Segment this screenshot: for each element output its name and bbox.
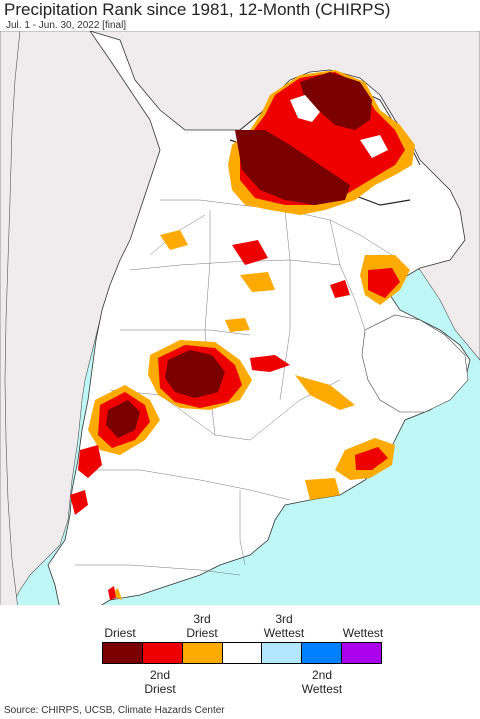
uruguay [361, 314, 469, 413]
legend-color-bar [102, 642, 382, 664]
swatch-2nd-wettest [302, 643, 343, 663]
swatch-driest [103, 643, 143, 663]
drought-west [70, 385, 160, 515]
legend-label-2nd-wettest: 2nd Wettest [301, 668, 343, 696]
chile-coast [0, 31, 21, 609]
legend-label-2nd-driest: 2nd Driest [144, 668, 176, 696]
source-credit: Source: CHIRPS, UCSB, Climate Hazards Ce… [4, 705, 225, 716]
drought-central [148, 340, 355, 410]
map-bottom-edge [0, 605, 480, 609]
map-subtitle: Jul. 1 - Jun. 30, 2022 [final] [6, 20, 127, 31]
legend-label-3rd-driest: 3rd Driest [186, 612, 218, 640]
swatch-3rd-driest [182, 643, 223, 663]
legend-label-3rd-wettest: 3rd Wettest [263, 612, 305, 640]
legend-label-wettest: Wettest [342, 626, 384, 640]
drought-scattered [108, 230, 350, 600]
drought-northeast [228, 70, 415, 215]
drought-east [305, 255, 410, 500]
precipitation-rank-map [0, 31, 480, 609]
swatch-normal [222, 643, 263, 663]
map-title: Precipitation Rank since 1981, 12-Month … [4, 0, 391, 19]
swatch-3rd-wettest [262, 643, 303, 663]
swatch-wettest [342, 643, 382, 663]
legend-label-driest: Driest [104, 626, 136, 640]
swatch-2nd-driest [142, 643, 183, 663]
